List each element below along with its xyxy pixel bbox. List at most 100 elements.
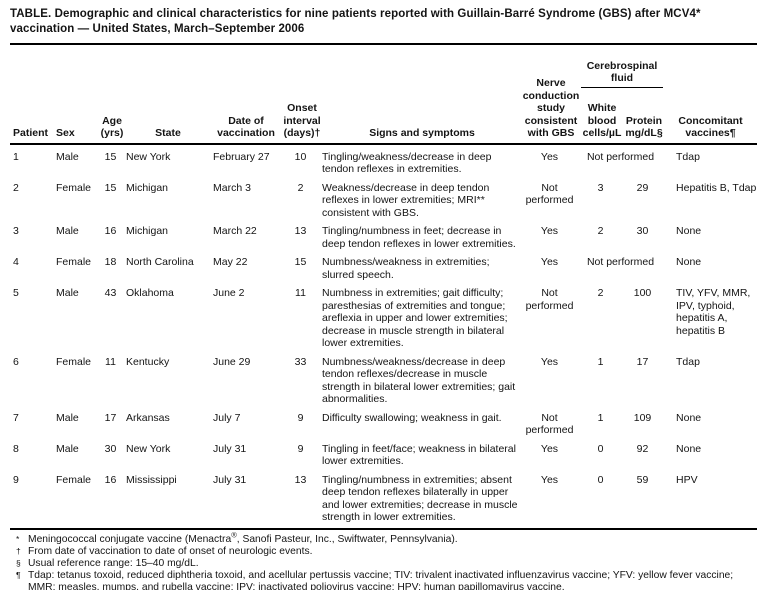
cell-sex: Male [56, 225, 79, 237]
cell-age: 16 [104, 473, 117, 486]
footnote-symbol: ¶ [16, 570, 21, 581]
cell-sex: Male [56, 150, 79, 163]
column-header-protein: Protein mg/dL§ [624, 100, 665, 145]
cell-patient: 1 [13, 150, 19, 163]
table-row: 9 Female 16 Mississippi July 31 13 Tingl… [10, 474, 757, 529]
cell-age: 15 [104, 150, 117, 163]
cell-date: July 7 [213, 411, 241, 424]
cell-white-blood-cells: 1 [597, 411, 604, 424]
cell-date: March 3 [213, 181, 251, 194]
cell-state: Kentucky [126, 355, 170, 368]
table-row: 7 Male 17 Arkansas July 7 9 Difficulty s… [10, 412, 757, 443]
cell-symptoms: Numbness/weakness in extremities; slurre… [322, 256, 490, 281]
cell-nerve-conduction: Yes [540, 256, 559, 268]
cell-symptoms: Difficulty swallowing; weakness in gait. [322, 411, 502, 424]
cell-onset-interval: 9 [297, 411, 304, 424]
cell-protein: 30 [636, 225, 649, 237]
cell-patient: 7 [13, 411, 19, 424]
cell-patient: 2 [13, 181, 19, 194]
column-header-onset-interval: Onset interval (days)† [282, 44, 322, 145]
column-header-nerve-conduction: Nerve conduction study consistent with G… [522, 44, 580, 145]
cell-white-blood-cells: 1 [597, 355, 604, 368]
table-title: TABLE. Demographic and clinical characte… [10, 7, 757, 37]
cell-vaccines: None [676, 411, 702, 424]
cell-state: Oklahoma [126, 287, 174, 299]
column-group-cerebrospinal-fluid: Cerebrospinal fluid [580, 44, 664, 100]
footnote-onset-interval: † From date of vaccination to date of ons… [16, 546, 757, 558]
cell-sex: Female [56, 355, 92, 368]
column-header-date-of-vaccination: Date of vaccination [210, 44, 282, 145]
cell-onset-interval: 13 [294, 225, 307, 237]
cell-white-blood-cells: 3 [597, 181, 604, 194]
cell-date: June 29 [213, 355, 251, 368]
cell-protein: 17 [636, 355, 649, 368]
cell-age: 17 [104, 411, 117, 424]
cell-patient: 6 [13, 355, 19, 368]
cell-csf-not-performed: Not performed [586, 150, 655, 163]
cell-date: July 31 [213, 442, 247, 455]
column-header-state: State [126, 44, 210, 145]
column-header-sex: Sex [52, 44, 98, 145]
cell-symptoms: Weakness/decrease in deep tendon reflexe… [322, 181, 490, 219]
cell-age: 18 [104, 256, 117, 268]
cell-date: February 27 [213, 150, 270, 163]
cell-sex: Male [56, 287, 79, 299]
cell-state: North Carolina [126, 256, 194, 268]
column-header-age: Age (yrs) [98, 44, 126, 145]
footnote-symbol: † [16, 545, 21, 556]
cell-onset-interval: 33 [294, 355, 307, 368]
footnote-symbol: § [16, 557, 21, 568]
cell-date: July 31 [213, 473, 247, 486]
cell-state: New York [126, 442, 171, 455]
cell-white-blood-cells: 0 [597, 442, 604, 455]
cell-onset-interval: 11 [295, 287, 306, 299]
cell-white-blood-cells: 2 [597, 225, 604, 237]
footnote-symbol: * [16, 533, 20, 544]
cell-onset-interval: 15 [294, 256, 307, 268]
cell-sex: Female [56, 181, 92, 194]
table-row: 6 Female 11 Kentucky June 29 33 Numbness… [10, 356, 757, 412]
footnote-text: Meningococcal conjugate vaccine (Menactr… [28, 533, 232, 545]
cell-state: Mississippi [126, 473, 177, 486]
gbs-patients-table: Patient Sex Age (yrs) State Date of vacc… [10, 43, 758, 530]
cell-age: 11 [105, 355, 116, 368]
footnote-vaccine-abbreviations: ¶ Tdap: tetanus toxoid, reduced diphtheri… [16, 570, 757, 590]
cell-patient: 8 [13, 442, 19, 455]
cell-state: Arkansas [126, 411, 170, 424]
cell-patient: 9 [13, 473, 19, 486]
cell-protein: 100 [633, 287, 652, 299]
cell-protein: 109 [633, 411, 652, 424]
cell-symptoms: Tingling in feet/face; weakness in bilat… [322, 442, 516, 468]
cell-date: March 22 [213, 225, 257, 237]
cell-state: Michigan [126, 181, 169, 194]
footnote-text: Usual reference range: 15–40 mg/dL. [28, 557, 199, 569]
cell-vaccines: Tdap [676, 355, 700, 368]
table-header: Patient Sex Age (yrs) State Date of vacc… [10, 44, 758, 145]
cell-nerve-conduction: Not performed [525, 181, 574, 207]
column-header-white-blood-cells: White blood cells/µL [580, 100, 624, 145]
table-row: 4 Female 18 North Carolina May 22 15 Num… [10, 256, 757, 287]
table-title-line2: vaccination — United States, March–Septe… [10, 23, 305, 35]
cell-state: New York [126, 150, 171, 163]
cell-patient: 4 [13, 256, 19, 268]
cell-white-blood-cells: 0 [597, 473, 604, 486]
column-header-concomitant-vaccines: Concomitant vaccines¶ [664, 44, 758, 145]
cell-symptoms: Numbness/weakness/decrease in deep tendo… [322, 355, 516, 406]
cell-sex: Female [56, 256, 92, 268]
cell-onset-interval: 9 [297, 442, 304, 455]
cell-nerve-conduction: Yes [540, 355, 559, 368]
table-row: 2 Female 15 Michigan March 3 2 Weakness/… [10, 182, 757, 226]
table-row: 1 Male 15 New York February 27 10 Tingli… [10, 144, 757, 182]
cerebrospinal-fluid-group-label: Cerebrospinal fluid [581, 60, 664, 88]
cell-csf-not-performed: Not performed [586, 256, 655, 268]
footnotes-section: * Meningococcal conjugate vaccine (Menact… [10, 530, 757, 590]
footnote-reference-range: § Usual reference range: 15–40 mg/dL. [16, 558, 757, 570]
column-header-patient: Patient [10, 44, 52, 145]
cell-state: Michigan [126, 225, 169, 237]
footnote-text: Tdap: tetanus toxoid, reduced diphtheria… [28, 570, 734, 590]
cell-nerve-conduction: Yes [540, 442, 559, 455]
cell-sex: Male [56, 411, 79, 424]
cell-white-blood-cells: 2 [597, 287, 604, 299]
cell-onset-interval: 10 [294, 150, 307, 163]
